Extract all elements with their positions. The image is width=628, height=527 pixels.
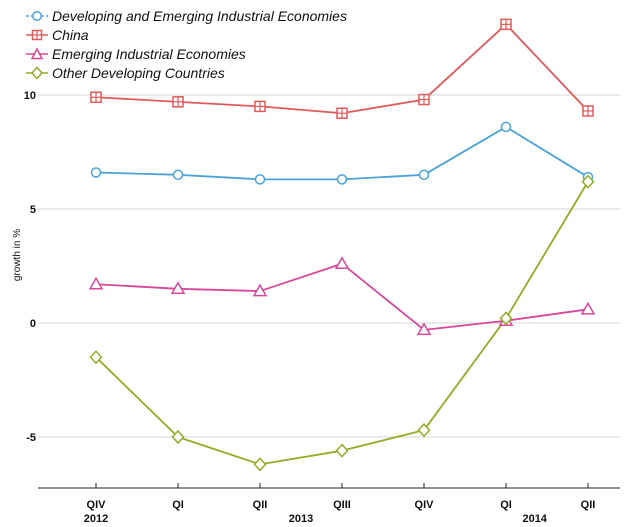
diamond-marker-icon: [26, 65, 48, 80]
year-label: 2014: [522, 513, 547, 525]
data-point: [252, 283, 268, 297]
series-line: [95, 126, 589, 181]
legend-label: Developing and Emerging Industrial Econo…: [52, 7, 347, 24]
legend-label: Emerging Industrial Economies: [52, 45, 246, 62]
y-tick-label: 10: [24, 90, 36, 102]
x-tick-label: QI: [172, 499, 184, 511]
y-axis-label: growth in %: [12, 229, 23, 281]
data-point: [172, 169, 184, 181]
x-tick-label: QII: [581, 499, 596, 511]
series-markers: [88, 18, 596, 472]
year-label: 2013: [289, 513, 313, 525]
x-tick-label: QIV: [87, 499, 107, 511]
data-point: [171, 429, 185, 445]
data-point: [90, 91, 102, 104]
legend: Developing and Emerging Industrial Econo…: [26, 6, 347, 82]
y-tick-label: -5: [26, 432, 36, 444]
data-point: [581, 174, 595, 189]
year-labels: 2012 2013 2014: [84, 513, 548, 525]
square-plus-marker-icon: [26, 29, 48, 40]
x-tick-label: QI: [500, 499, 512, 511]
data-point: [254, 174, 266, 185]
data-point: [88, 276, 104, 290]
series-lines: [95, 23, 589, 466]
legend-item-china: China: [26, 25, 347, 44]
triangle-marker-icon: [26, 46, 48, 59]
data-point: [336, 174, 348, 185]
data-point: [89, 350, 103, 365]
legend-item-other-developing: Other Developing Countries: [26, 63, 347, 82]
data-point: [335, 443, 349, 458]
y-tick-labels: 10 5 0 -5: [24, 90, 36, 444]
series-line: [95, 262, 589, 331]
data-point: [418, 169, 430, 181]
data-point: [499, 311, 513, 326]
data-point: [500, 121, 512, 133]
legend-label: China: [52, 26, 89, 43]
year-label: 2012: [84, 513, 108, 525]
x-tick-labels: QIV QI QII QIII QIV QI QII: [87, 483, 596, 511]
data-point: [500, 18, 512, 31]
x-tick-label: QIII: [333, 499, 351, 511]
data-point: [334, 256, 350, 269]
x-tick-label: QII: [253, 499, 268, 511]
data-point: [90, 167, 102, 178]
x-tick-label: QIV: [415, 499, 435, 511]
data-point: [254, 100, 266, 113]
data-point: [418, 93, 430, 106]
legend-label: Other Developing Countries: [52, 64, 225, 81]
legend-item-developing-emerging: Developing and Emerging Industrial Econo…: [26, 6, 347, 25]
data-point: [172, 96, 184, 108]
grid-lines: [38, 94, 620, 438]
data-point: [416, 322, 432, 336]
legend-item-emerging-industrial: Emerging Industrial Economies: [26, 44, 347, 63]
data-point: [582, 105, 594, 117]
y-tick-label: 5: [30, 204, 36, 216]
data-point: [417, 423, 431, 438]
circle-marker-icon: [26, 10, 48, 21]
data-point: [336, 107, 348, 119]
data-point: [253, 457, 267, 472]
data-point: [170, 281, 186, 295]
y-tick-label: 0: [30, 318, 36, 330]
data-point: [580, 301, 596, 315]
